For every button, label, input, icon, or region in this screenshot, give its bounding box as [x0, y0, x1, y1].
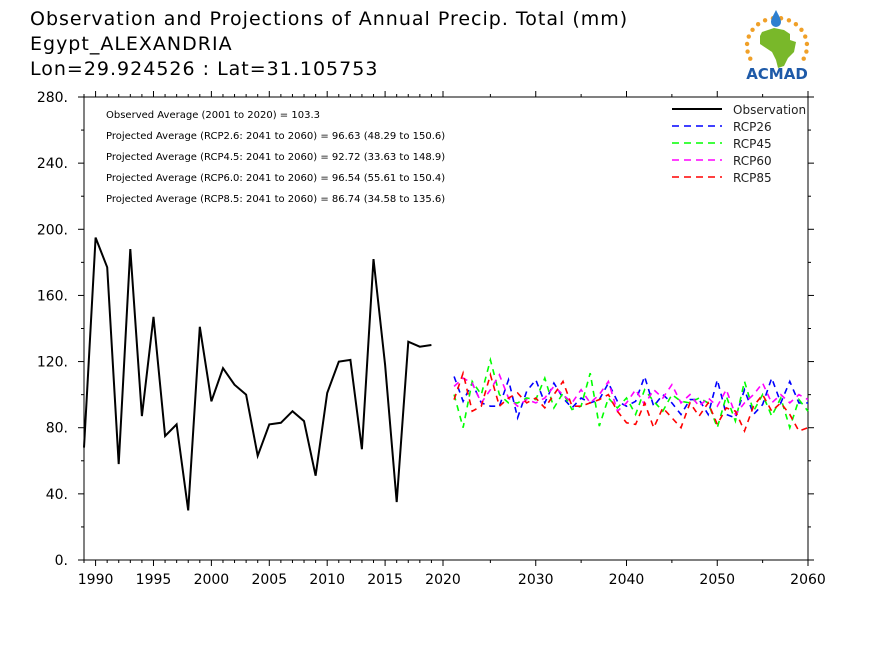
logo-text: ACMAD	[746, 65, 808, 83]
y-tick-label: 160.	[37, 288, 68, 304]
y-tick-label: 120.	[37, 355, 68, 371]
legend-label-rcp26: RCP26	[733, 120, 772, 134]
series-line-rcp45	[453, 356, 809, 431]
series-line-rcp60	[453, 372, 809, 417]
annotation-text: Projected Average (RCP6.0: 2041 to 2060)…	[106, 173, 445, 184]
x-tick-label: 2000	[194, 572, 230, 588]
x-tick-label: 2010	[309, 572, 345, 588]
y-tick-label: 240.	[37, 156, 68, 172]
y-tick-label: 0.	[55, 553, 68, 569]
y-tick-label: 200.	[37, 222, 68, 238]
x-tick-label: 2015	[367, 572, 403, 588]
annotation-text: Projected Average (RCP4.5: 2041 to 2060)…	[106, 152, 445, 163]
x-tick-label: 2005	[251, 572, 287, 588]
legend-label-rcp60: RCP60	[733, 154, 772, 168]
station-coordinates: Lon=29.924526 : Lat=31.105753	[30, 58, 379, 80]
y-tick-label: 80.	[46, 421, 68, 437]
legend-label-rcp85: RCP85	[733, 171, 772, 185]
station-name: Egypt_ALEXANDRIA	[30, 33, 233, 55]
x-tick-label: 2060	[790, 572, 826, 588]
annotation-text: Observed Average (2001 to 2020) = 103.3	[106, 110, 320, 121]
x-tick-label: 2030	[518, 572, 554, 588]
annotation-text: Projected Average (RCP8.5: 2041 to 2060)…	[106, 194, 445, 205]
y-tick-label: 40.	[46, 487, 68, 503]
x-tick-label: 1990	[78, 572, 114, 588]
y-tick-label: 280.	[37, 90, 68, 106]
africa-map-icon	[760, 28, 796, 68]
x-tick-label: 1995	[136, 572, 172, 588]
chart-title: Observation and Projections of Annual Pr…	[30, 8, 629, 30]
legend-label-observation: Observation	[733, 103, 806, 117]
x-tick-label: 2020	[425, 572, 461, 588]
x-tick-label: 2050	[699, 572, 735, 588]
series-line-observation	[83, 237, 432, 511]
series-line-rcp85	[453, 370, 809, 434]
annotation-text: Projected Average (RCP2.6: 2041 to 2060)…	[106, 131, 445, 142]
x-tick-label: 2040	[609, 572, 645, 588]
legend-label-rcp45: RCP45	[733, 137, 772, 151]
water-drop-icon	[771, 10, 781, 27]
series-line-rcp26	[453, 373, 808, 421]
plot-frame	[83, 96, 809, 561]
acmad-logo: ACMAD	[738, 8, 816, 84]
